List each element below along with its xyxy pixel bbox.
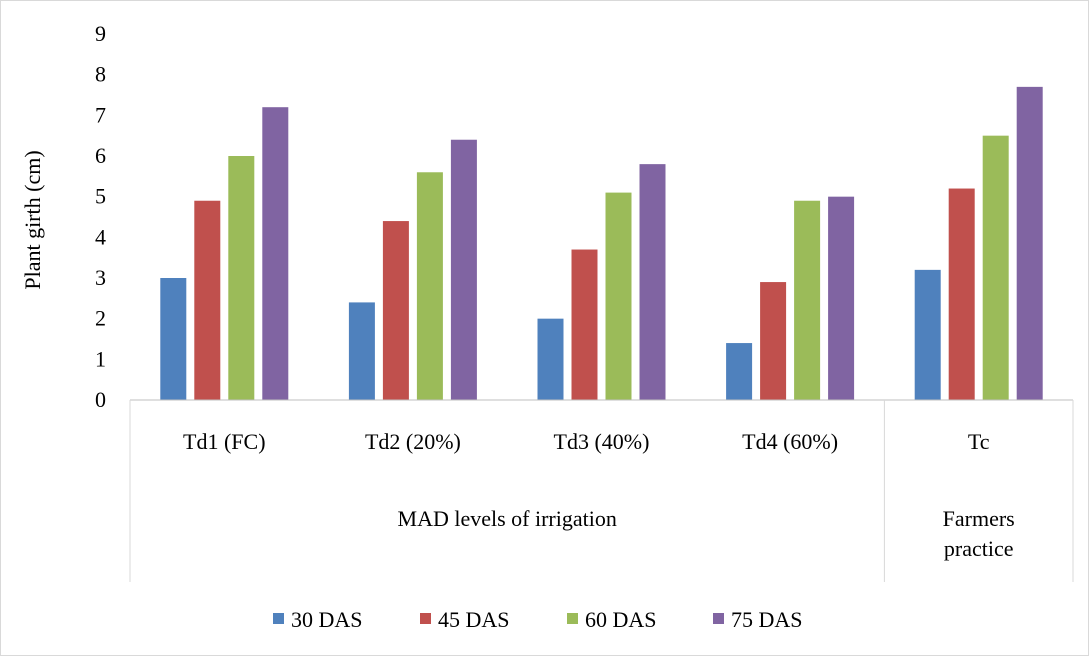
y-tick-label: 5 xyxy=(95,184,106,209)
y-tick-label: 9 xyxy=(95,21,106,46)
bar-75-das xyxy=(262,107,289,400)
y-tick-label: 8 xyxy=(95,62,106,87)
legend-label: 30 DAS xyxy=(291,607,363,632)
bar-60-das xyxy=(605,192,632,400)
legend: 30 DAS 45 DAS 60 DAS 75 DAS xyxy=(273,607,803,632)
bar-30-das xyxy=(537,318,564,400)
group-label: Farmers practice xyxy=(943,506,1015,561)
bar-45-das xyxy=(194,200,221,400)
bar-45-das xyxy=(760,282,787,400)
bar-60-das xyxy=(416,172,443,400)
legend-item-75-das: 75 DAS xyxy=(713,607,803,632)
bar-60-das xyxy=(794,200,821,400)
x-axis: Td1 (FC) Td2 (20%) Td3 (40%) Td4 (60%) Tc MAD… xyxy=(129,399,1074,582)
bar-30-das xyxy=(726,343,753,400)
bar-45-das xyxy=(948,188,975,400)
y-tick-label: 6 xyxy=(95,143,106,168)
group-label: MAD levels of irrigation xyxy=(398,506,617,531)
y-tick-label: 2 xyxy=(95,306,106,331)
x-tick-label: Td1 (FC) xyxy=(183,429,266,454)
y-axis: 0 1 2 3 4 5 6 7 8 9 xyxy=(95,21,106,412)
bar-45-das xyxy=(571,249,598,400)
x-tick-label: Td4 (60%) xyxy=(742,429,838,454)
x-tick-label: Tc xyxy=(968,429,990,454)
y-tick-label: 4 xyxy=(95,224,106,249)
bar-60-das xyxy=(982,135,1009,400)
bars xyxy=(160,86,1043,400)
legend-label: 60 DAS xyxy=(585,607,657,632)
y-tick-label: 0 xyxy=(95,387,106,412)
legend-label: 75 DAS xyxy=(731,607,803,632)
x-tick-label: Td3 (40%) xyxy=(554,429,650,454)
legend-swatch xyxy=(713,613,724,624)
bar-75-das xyxy=(639,164,666,400)
x-tick-label: Td2 (20%) xyxy=(365,429,461,454)
y-tick-label: 7 xyxy=(95,102,106,127)
legend-item-30-das: 30 DAS xyxy=(273,607,363,632)
bar-30-das xyxy=(348,302,375,400)
bar-30-das xyxy=(160,278,187,400)
y-axis-title: Plant girth (cm) xyxy=(20,150,45,289)
bar-45-das xyxy=(382,221,409,400)
y-tick-label: 1 xyxy=(95,346,106,371)
bar-75-das xyxy=(828,196,855,400)
legend-item-60-das: 60 DAS xyxy=(567,607,657,632)
legend-swatch xyxy=(567,613,578,624)
legend-label: 45 DAS xyxy=(438,607,510,632)
bar-30-das xyxy=(914,269,941,400)
legend-item-45-das: 45 DAS xyxy=(420,607,510,632)
bar-75-das xyxy=(450,139,477,400)
legend-swatch xyxy=(420,613,431,624)
bar-75-das xyxy=(1016,86,1043,400)
legend-swatch xyxy=(273,613,284,624)
bar-60-das xyxy=(228,156,255,400)
y-tick-label: 3 xyxy=(95,265,106,290)
